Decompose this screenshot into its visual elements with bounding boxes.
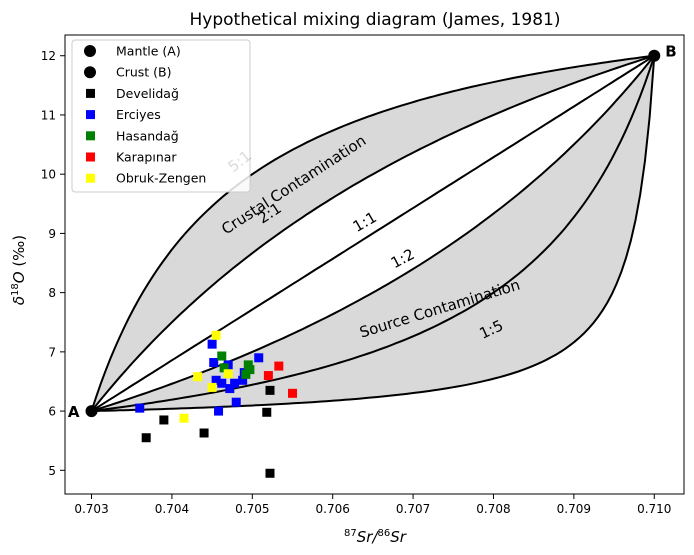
legend-marker — [84, 66, 96, 79]
legend-marker — [86, 152, 95, 162]
data-point — [179, 413, 189, 423]
legend-box — [71, 39, 251, 193]
data-point — [211, 375, 221, 385]
data-point — [263, 371, 273, 381]
y-tick-label: 5 — [48, 464, 56, 478]
x-tick-label: 0.707 — [396, 502, 430, 516]
data-point — [211, 330, 221, 340]
data-point — [193, 372, 203, 382]
y-tick-label: 7 — [48, 345, 56, 359]
data-point — [199, 428, 209, 438]
data-point — [254, 353, 264, 363]
data-point — [207, 339, 217, 349]
data-point — [214, 406, 224, 416]
data-point — [243, 360, 253, 370]
legend-label: Hasandağ — [116, 128, 179, 143]
y-tick-label: 9 — [48, 227, 56, 241]
legend-label: Crust (B) — [116, 65, 172, 80]
legend-label: Obruk-Zengen — [116, 171, 206, 186]
data-point — [225, 384, 235, 394]
mixing-curve-2-1 — [90, 54, 655, 412]
data-point — [262, 407, 272, 417]
data-point — [265, 468, 275, 478]
chart-title: Hypothetical mixing diagram (James, 1981… — [190, 10, 561, 30]
legend-marker — [86, 131, 95, 141]
y-tick-label: 12 — [41, 49, 56, 63]
data-point — [219, 363, 229, 373]
source-region — [91, 55, 655, 412]
y-tick-label: 6 — [48, 405, 56, 419]
data-point — [230, 378, 240, 388]
data-point — [135, 403, 145, 413]
endmember-label-b: B — [665, 43, 676, 61]
mixing-curve-1-5 — [91, 55, 656, 413]
y-tick-label: 8 — [48, 286, 56, 300]
data-point — [238, 375, 248, 385]
crustal-region — [91, 55, 655, 412]
plot-frame — [64, 34, 685, 495]
legend-label: Develidağ — [116, 86, 179, 101]
x-tick-label: 0.706 — [316, 502, 350, 516]
data-point — [274, 361, 284, 371]
data-point — [207, 382, 217, 392]
data-point — [245, 365, 255, 375]
data-point — [288, 388, 298, 398]
x-tick-label: 0.705 — [235, 502, 269, 516]
y-tick-label: 10 — [41, 168, 56, 182]
endmember-label-a: A — [68, 403, 80, 421]
data-point — [217, 351, 227, 361]
x-axis-label: 87Sr/86Sr — [344, 528, 407, 546]
x-tick-label: 0.708 — [476, 502, 510, 516]
shaded-regions — [91, 55, 655, 412]
y-axis-label: δ18O (‰) — [10, 235, 28, 305]
data-point — [217, 378, 227, 388]
mixing-curves — [90, 54, 656, 413]
x-tick-label: 0.709 — [557, 502, 591, 516]
data-point — [141, 433, 151, 443]
data-point — [265, 385, 275, 395]
data-point — [223, 369, 233, 379]
data-point — [241, 369, 251, 379]
endmember-point — [85, 405, 98, 418]
data-point — [209, 358, 219, 368]
x-tick-label: 0.703 — [74, 502, 108, 516]
legend-label: Mantle (A) — [116, 44, 181, 59]
endmember-point — [648, 49, 661, 62]
data-point — [231, 397, 241, 407]
axes: 0.703 0.704 0.705 0.706 0.707 0.708 0.709 0.710… — [41, 34, 685, 516]
x-tick-label: 0.710 — [637, 502, 671, 516]
legend-marker — [84, 45, 96, 57]
y-tick-label: 11 — [41, 108, 56, 122]
legend-marker — [86, 88, 95, 98]
mixing-curve-lower — [91, 55, 656, 413]
mixing-curve-1-2 — [91, 55, 656, 413]
legend-label: Karapınar — [116, 150, 177, 165]
data-points — [85, 49, 661, 478]
x-tick-label: 0.704 — [155, 502, 189, 516]
legend-label: Erciyes — [116, 107, 161, 122]
legend-marker — [86, 173, 95, 183]
mixing-curve-1-1 — [90, 54, 655, 412]
legend: Mantle (A) Crust (B) Develidağ Erciyes Hasan… — [71, 39, 251, 193]
mixing-curve-5-1 — [90, 54, 655, 412]
legend-marker — [86, 110, 95, 120]
data-point — [159, 415, 169, 425]
